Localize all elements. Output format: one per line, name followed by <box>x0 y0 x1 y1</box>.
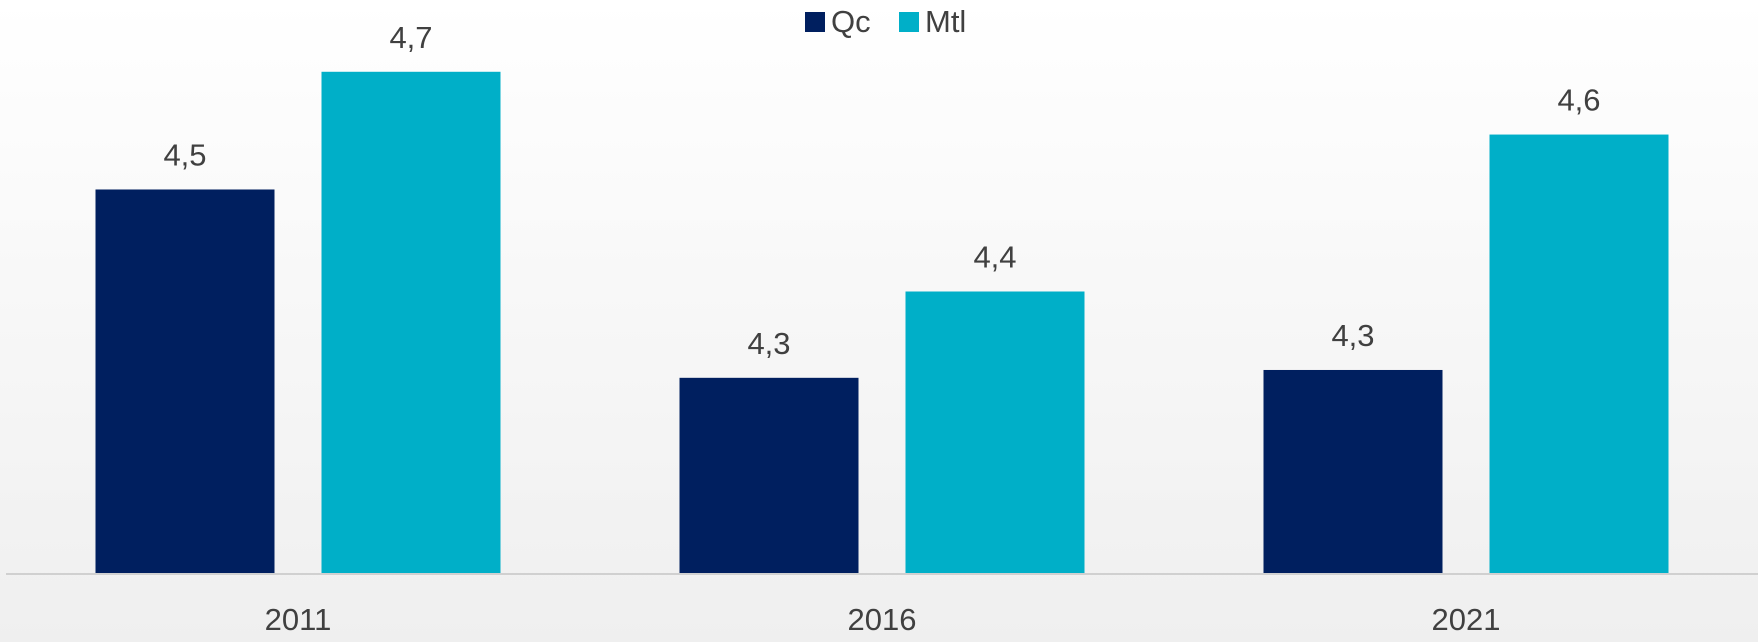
bar <box>321 71 501 575</box>
x-tick-label: 2011 <box>265 602 332 637</box>
x-tick-label: 2021 <box>1432 602 1501 637</box>
value-label: 4,3 <box>747 326 790 361</box>
bar <box>1489 134 1669 575</box>
legend-label: Mtl <box>925 4 966 39</box>
value-label: 4,7 <box>389 20 432 55</box>
bar <box>1263 369 1443 574</box>
value-label: 4,4 <box>973 240 1016 275</box>
legend-label: Qc <box>831 4 871 39</box>
x-tick-label: 2016 <box>848 602 917 637</box>
bar <box>95 189 275 574</box>
value-label: 4,5 <box>163 138 206 173</box>
bar <box>905 291 1085 574</box>
bar <box>679 377 859 574</box>
value-label: 4,3 <box>1331 318 1374 353</box>
value-label: 4,6 <box>1557 83 1600 118</box>
legend-swatch <box>805 12 825 32</box>
legend-swatch <box>899 12 919 32</box>
